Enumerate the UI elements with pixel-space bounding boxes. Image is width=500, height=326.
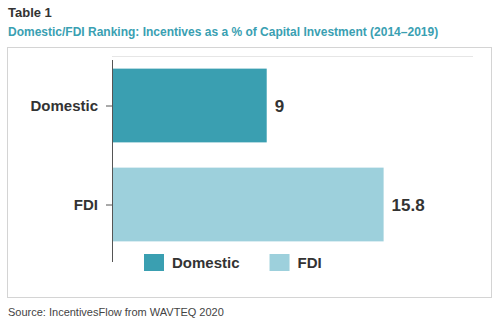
chart: Table 1 Domestic/FDI Ranking: Incentives … xyxy=(0,0,500,326)
category-label: Domestic xyxy=(30,97,98,114)
title: Table 1 xyxy=(8,5,52,20)
category-tick xyxy=(106,106,112,107)
legend-label: Domestic xyxy=(172,254,240,271)
labels: 9 15.8 Domestic FDI xyxy=(30,97,424,215)
legend-swatch xyxy=(144,254,164,271)
category-axis xyxy=(112,60,113,262)
bars xyxy=(112,69,384,242)
subtitle: Domestic/FDI Ranking: Incentives as a % … xyxy=(8,25,438,39)
category-tick xyxy=(106,205,112,206)
data-label: 9 xyxy=(275,97,284,116)
legend: Domestic FDI xyxy=(144,254,322,271)
value-range-line xyxy=(112,56,473,57)
legend-label: FDI xyxy=(298,254,322,271)
chart-frame xyxy=(8,48,492,298)
source: Source: IncentivesFlow from WAVTEQ 2020 xyxy=(8,306,224,318)
legend-swatch xyxy=(270,254,290,271)
bar xyxy=(112,69,267,143)
bar xyxy=(112,168,384,242)
chart-root: Table 1 Domestic/FDI Ranking: Incentives … xyxy=(0,0,500,326)
category-label: FDI xyxy=(74,196,98,213)
data-label: 15.8 xyxy=(392,196,425,215)
